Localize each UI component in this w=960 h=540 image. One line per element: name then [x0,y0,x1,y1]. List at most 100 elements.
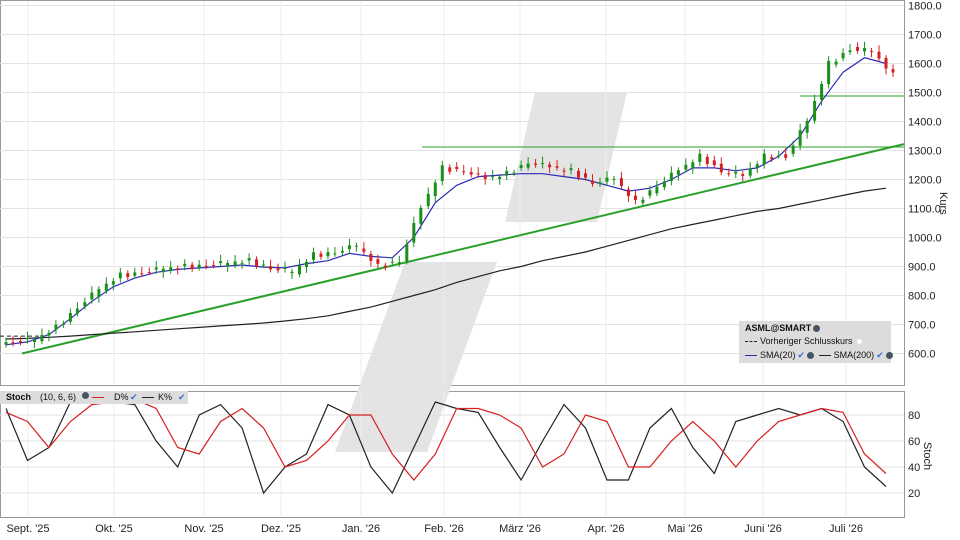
candle-body [326,252,330,257]
candle-body [347,245,351,250]
candle-body [655,186,659,194]
candle-body [0,346,1,348]
candle-body [4,341,8,345]
stoch-params: (10, 6, 6) [40,392,77,402]
candle-body [734,171,738,174]
candle-body [469,171,473,175]
candle-body [884,57,888,69]
candle-body [784,154,788,158]
y-tick-label: 1500.0 [908,88,942,100]
check-icon[interactable]: ✔ [797,350,806,360]
y-tick-label: 600.0 [908,349,936,361]
candle-body [641,199,645,203]
legend-sma200[interactable]: SMA(200) [833,350,875,360]
candle-body [748,168,752,176]
candle-body [304,261,308,268]
x-tick-label: Nov. '25 [184,523,223,535]
candle-body [18,341,22,343]
candle-body [212,265,216,267]
candle-body [483,174,487,179]
info-icon[interactable] [813,325,821,333]
candle-body [354,245,358,247]
legend-prev-close: Vorheriger Schlusskurs [760,336,853,346]
candle-body [390,261,394,263]
stoch-title: Stoch [6,392,32,402]
candle-body [698,153,702,162]
sma20-line [5,57,887,346]
settings-icon[interactable] [82,392,89,399]
candle-body [204,265,208,267]
stoch-d-label[interactable]: D% [114,392,129,402]
candle-body [40,334,44,342]
candle-body [741,174,745,177]
y-tick-label: 1200.0 [908,175,942,187]
candle-body [505,171,509,176]
candle-body [154,267,158,270]
candle-body [283,267,287,269]
x-tick-label: Feb. '26 [424,523,463,535]
candle-body [598,182,602,185]
stoch-ylabel: Stoch [921,442,933,470]
check-icon[interactable]: ✔ [876,350,884,360]
candle-body [90,292,94,300]
candle-body [54,324,58,330]
settings-icon[interactable] [885,352,893,360]
candle-body [820,83,824,100]
candle-body [47,332,51,336]
prev-close-swatch [745,341,757,343]
candle-body [770,157,774,160]
candle-body [633,195,637,201]
candle-body [727,173,731,175]
candle-body [412,223,416,243]
candle-body [856,46,860,51]
candle-body [169,267,173,271]
candle-body [226,263,230,267]
candle-body [197,264,201,268]
y-tick-label: 700.0 [908,320,936,332]
candle-body [877,51,881,59]
candle-body [311,252,315,260]
y-tick-label: 1000.0 [908,233,942,245]
candle-body [669,172,673,181]
candle-body [498,176,502,179]
stoch-d-line [5,398,887,481]
candle-body [519,165,523,169]
y-tick-label: 1300.0 [908,146,942,158]
check-icon[interactable]: ✔ [178,392,186,402]
settings-icon[interactable] [807,352,815,360]
legend-sma20[interactable]: SMA(20) [760,350,796,360]
candle-body [126,273,130,278]
candle-body [476,173,480,175]
y-tick-label: 1400.0 [908,117,942,129]
candle-body [762,153,766,165]
x-tick-label: Juli '26 [829,523,863,535]
candle-body [684,164,688,170]
candle-body [705,156,709,165]
candle-body [541,163,545,165]
candle-body [448,167,452,172]
candle-body [440,165,444,182]
candle-body [262,264,266,266]
y-tick-label: 1700.0 [908,30,942,42]
candle-body [719,163,723,173]
candle-body [276,268,280,271]
stoch-k-label[interactable]: K% [158,392,173,402]
price-ylabel: Kurs [937,192,949,215]
candle-body [297,265,301,275]
candle-body [32,339,36,343]
candle-body [548,164,552,168]
candle-body [240,262,244,264]
sma200-swatch [818,355,831,357]
candle-body [176,268,180,270]
candle-body [605,177,609,182]
candle-body [133,272,137,276]
x-tick-label: Juni '26 [744,523,782,535]
candle-body [569,168,573,171]
candle-body [555,166,559,168]
candle-body [584,173,588,178]
check-icon[interactable]: ✔ [130,392,138,402]
candle-body [190,264,194,269]
candle-body [362,248,366,252]
stoch-legend: Stoch (10, 6, 6) D% ✔ K% ✔ [0,391,188,404]
candle-body [383,265,387,268]
